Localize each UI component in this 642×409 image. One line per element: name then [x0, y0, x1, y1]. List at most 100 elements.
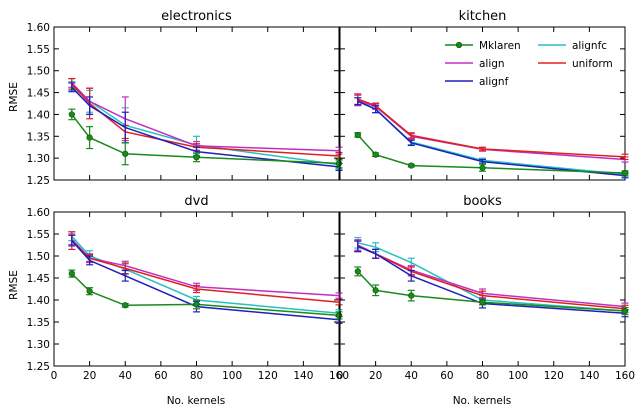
x-axis-label-left: No. kernels [167, 395, 226, 407]
y-tick-label: 1.40 [27, 295, 50, 307]
panel-kitchen: kitchen [339, 9, 629, 181]
x-tick-label: 60 [440, 370, 453, 382]
x-tick-label: 20 [369, 370, 382, 382]
series-align [354, 239, 629, 311]
y-tick-label: 1.55 [27, 229, 50, 241]
series-uniform [354, 93, 629, 161]
x-tick-label: 40 [119, 370, 132, 382]
y-tick-label: 1.55 [27, 44, 50, 56]
series-line [71, 86, 340, 168]
x-tick-label: 120 [544, 370, 564, 382]
y-tick-label: 1.45 [27, 273, 50, 285]
series-line [357, 244, 626, 308]
data-point [86, 288, 93, 295]
x-tick-label: 40 [405, 370, 418, 382]
y-tick-label: 1.45 [27, 88, 50, 100]
legend: Mklaren align alignf alignfc uniform [445, 40, 613, 88]
data-point [354, 131, 361, 139]
series-alignf [68, 82, 343, 171]
y-tick-label: 1.40 [27, 109, 50, 121]
series-line [357, 245, 626, 310]
panel-books: books 0 20 40 60 80 100 120 140 160 [337, 194, 635, 382]
panel-title: books [463, 194, 502, 209]
y-tick-label: 1.25 [27, 361, 50, 373]
data-point [193, 154, 200, 161]
data-point [372, 151, 379, 158]
y-tick-label: 1.50 [27, 251, 50, 263]
series-alignf [68, 234, 343, 324]
data-point [193, 301, 200, 308]
panel-electronics: electronics 1.25 1.30 1.35 1.40 1.45 1.50 1.55 1… [27, 9, 343, 187]
data-point [354, 268, 361, 275]
series-mklaren [354, 266, 629, 316]
x-tick-label: 160 [615, 370, 635, 382]
series-line [357, 100, 626, 176]
x-tick-label: 20 [83, 370, 96, 382]
legend-label: alignf [479, 76, 509, 88]
legend-label: align [479, 58, 505, 70]
series-line [71, 235, 340, 314]
series-alignfc [354, 97, 629, 178]
y-tick-label: 1.35 [27, 317, 50, 329]
x-axis-label-right: No. kernels [453, 395, 512, 407]
y-axis-label-top: RMSE [8, 82, 20, 112]
data-point [408, 292, 415, 299]
y-tick-label: 1.50 [27, 66, 50, 78]
data-point [122, 302, 129, 309]
x-tick-label: 0 [337, 370, 344, 382]
y-tick-label: 1.35 [27, 131, 50, 143]
series-align [68, 233, 343, 299]
x-tick-label: 140 [293, 370, 313, 382]
series-line [71, 238, 340, 297]
legend-entry: align [445, 58, 505, 70]
y-axis-label-bottom: RMSE [8, 270, 20, 300]
data-point [335, 160, 343, 167]
series-line [71, 240, 340, 321]
series-mklaren [68, 108, 343, 169]
data-point [86, 134, 93, 141]
series-line [357, 100, 626, 177]
legend-label: alignfc [572, 40, 607, 52]
series-mklaren [354, 131, 629, 177]
legend-entry: uniform [538, 58, 613, 70]
panel-title: kitchen [459, 9, 507, 24]
x-tick-label: 0 [51, 370, 58, 382]
x-tick-label: 60 [154, 370, 167, 382]
data-point [479, 299, 486, 306]
legend-entry: Mklaren [445, 40, 521, 52]
x-tick-label: 140 [579, 370, 599, 382]
legend-label: Mklaren [479, 40, 521, 52]
data-point [408, 162, 415, 169]
series-mklaren [68, 269, 343, 320]
x-tick-label: 80 [476, 370, 489, 382]
legend-marker [455, 41, 463, 49]
y-tick-label: 1.30 [27, 339, 50, 351]
data-point [68, 270, 75, 277]
series-line [357, 242, 626, 312]
panel-title: electronics [161, 9, 232, 24]
panel-title: dvd [184, 194, 208, 209]
series-alignfc [68, 231, 343, 318]
legend-entry: alignf [445, 76, 509, 88]
x-tick-label: 80 [190, 370, 203, 382]
data-point [621, 307, 629, 315]
series-align [68, 77, 343, 155]
data-point [335, 312, 343, 319]
data-point [68, 111, 75, 118]
y-tick-label: 1.60 [27, 207, 50, 219]
y-tick-label: 1.30 [27, 153, 50, 165]
legend-entry: alignfc [538, 40, 607, 52]
y-tick-label: 1.60 [27, 22, 50, 34]
x-tick-label: 160 [329, 370, 349, 382]
data-point [372, 287, 379, 294]
series-uniform [354, 240, 629, 313]
data-point [479, 164, 486, 171]
series-alignfc [68, 81, 343, 170]
data-point [621, 169, 629, 177]
x-tick-label: 100 [222, 370, 242, 382]
data-point [122, 150, 129, 157]
x-tick-label: 100 [508, 370, 528, 382]
panel-dvd: dvd 1.25 1.30 1.35 1.40 1.45 1.50 1.55 1.60 0 20 40… [27, 194, 349, 382]
series-alignf [354, 97, 629, 179]
